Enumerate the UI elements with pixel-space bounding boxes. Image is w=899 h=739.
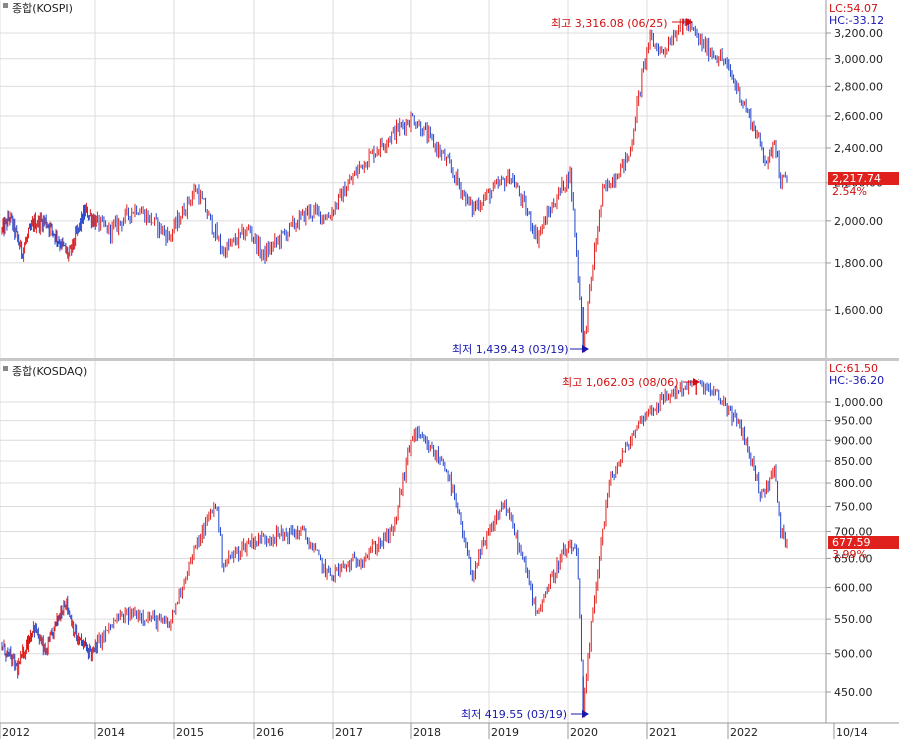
kosdaq-low-annotation: 최저 419.55 (03/19) bbox=[461, 708, 567, 721]
x-tick-label: 2022 bbox=[730, 726, 758, 739]
x-tick-label: 2014 bbox=[97, 726, 125, 739]
kosdaq-hc-label: HC:-36.20 bbox=[829, 374, 884, 387]
y-tick-label: 1,800.00 bbox=[834, 257, 883, 270]
kospi-last-value-badge bbox=[828, 172, 899, 185]
kospi-title: 종합(KOSPI) bbox=[12, 2, 73, 15]
x-tick-label: 10/14 bbox=[836, 726, 868, 739]
kospi-panel: 종합(KOSPI) 최고 3,316.08 (06/25) 최저 1,439.4… bbox=[0, 0, 899, 358]
kospi-change-percent: 2.54% bbox=[832, 185, 867, 198]
y-tick-label: 2,400.00 bbox=[834, 142, 883, 155]
kosdaq-panel-handle-icon[interactable] bbox=[3, 366, 8, 371]
kospi-high-arrow-icon bbox=[686, 18, 693, 26]
x-tick-label: 2015 bbox=[176, 726, 204, 739]
kospi-low-annotation: 최저 1,439.43 (03/19) bbox=[452, 343, 569, 356]
kosdaq-lc-label: LC:61.50 bbox=[829, 362, 878, 375]
x-tick-label: 2017 bbox=[335, 726, 363, 739]
kosdaq-high-annotation: 최고 1,062.03 (08/06) bbox=[562, 376, 679, 389]
y-tick-label: 1,000.00 bbox=[834, 396, 883, 409]
x-axis: 2012 2014 2015 2016 2017 2018 2019 2020 2021 2022… bbox=[0, 722, 899, 739]
kosdaq-plot-area bbox=[0, 361, 826, 723]
y-tick-label: 2,800.00 bbox=[834, 80, 883, 93]
y-tick-label: 750.00 bbox=[834, 500, 873, 513]
y-tick-label: 700.00 bbox=[834, 526, 873, 539]
y-tick-label: 500.00 bbox=[834, 648, 873, 661]
kospi-hc-label: HC:-33.12 bbox=[829, 14, 884, 27]
kosdaq-change-percent: 3.99% bbox=[832, 548, 867, 561]
kospi-panel-handle-icon[interactable] bbox=[3, 3, 8, 8]
kosdaq-panel: 종합(KOSDAQ) 최고 1,062.03 (08/06) 최저 419.55… bbox=[0, 361, 899, 723]
kospi-high-annotation: 최고 3,316.08 (06/25) bbox=[551, 17, 668, 30]
y-tick-label: 650.00 bbox=[834, 552, 873, 565]
y-tick-label: 3,000.00 bbox=[834, 53, 883, 66]
y-tick-label: 3,200.00 bbox=[834, 27, 883, 40]
x-tick-label: 2020 bbox=[570, 726, 598, 739]
kospi-plot-area bbox=[0, 0, 826, 358]
x-tick-label: 2019 bbox=[491, 726, 519, 739]
kosdaq-grid bbox=[0, 361, 826, 723]
x-tick-label: 2018 bbox=[413, 726, 441, 739]
x-tick-label: 2012 bbox=[2, 726, 30, 739]
kospi-candles bbox=[1, 18, 788, 353]
y-tick-label: 800.00 bbox=[834, 477, 873, 490]
y-tick-label: 850.00 bbox=[834, 455, 873, 468]
kospi-lc-label: LC:54.07 bbox=[829, 2, 878, 15]
kosdaq-candles bbox=[1, 379, 788, 718]
kosdaq-high-arrow-icon bbox=[693, 378, 700, 386]
kosdaq-low-arrow-icon bbox=[582, 710, 589, 718]
panel-divider[interactable] bbox=[0, 358, 899, 361]
y-tick-label: 2,000.00 bbox=[834, 215, 883, 228]
kosdaq-last-value: 677.59 bbox=[832, 536, 871, 549]
y-tick-label: 600.00 bbox=[834, 582, 873, 595]
kosdaq-y-ticks: 1,000.00 950.00 900.00 850.00 800.00 750.00 70… bbox=[826, 396, 883, 699]
y-tick-label: 1,600.00 bbox=[834, 304, 883, 317]
x-axis-band bbox=[0, 723, 899, 739]
x-tick-label: 2021 bbox=[649, 726, 677, 739]
y-tick-label: 950.00 bbox=[834, 415, 873, 428]
x-tick-label: 2016 bbox=[256, 726, 284, 739]
kosdaq-title: 종합(KOSDAQ) bbox=[12, 365, 87, 378]
y-tick-label: 2,600.00 bbox=[834, 110, 883, 123]
x-axis-ticks: 2012 2014 2015 2016 2017 2018 2019 2020 2021 2022… bbox=[0, 723, 868, 739]
y-tick-label: 450.00 bbox=[834, 686, 873, 699]
kosdaq-last-value-badge bbox=[828, 536, 899, 549]
kospi-last-value: 2,217.74 bbox=[832, 172, 881, 185]
kospi-low-arrow-icon bbox=[582, 345, 589, 353]
y-tick-label: 550.00 bbox=[834, 613, 873, 626]
y-tick-label: 900.00 bbox=[834, 434, 873, 447]
